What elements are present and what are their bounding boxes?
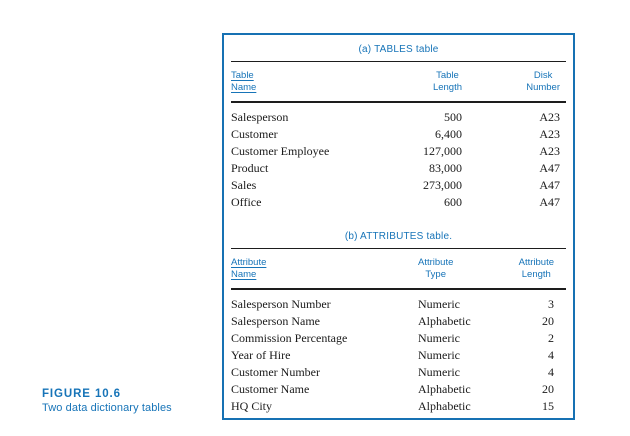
cell-attribute-length: 3 [548, 297, 554, 311]
cell-table-name: Customer Employee [231, 144, 330, 158]
column-header-table-name: Table Name [231, 61, 381, 103]
cell-disk-number: A47 [539, 178, 560, 192]
column-header-table-length: Table Length [381, 61, 462, 103]
panel-b-title: (b) ATTRIBUTES table. [344, 231, 453, 242]
table-row: Office 600 A47 [231, 194, 566, 211]
cell-attribute-name: Salesperson Name [231, 314, 320, 328]
cell-table-length: 83,000 [429, 161, 462, 175]
cell-attribute-type: Alphabetic [418, 382, 471, 396]
column-header-disk-number: Disk Number [462, 61, 566, 103]
cell-attribute-type: Alphabetic [418, 314, 471, 328]
header-line: Number [526, 81, 560, 93]
cell-table-length: 600 [444, 195, 462, 209]
cell-disk-number: A23 [539, 127, 560, 141]
table-row: Commission Percentage Numeric 2 [231, 330, 566, 347]
tables-table: Table Name Table Length Disk [231, 61, 566, 211]
figure-caption: FIGURE 10.6 Two data dictionary tables [42, 388, 172, 415]
attributes-table: Attribute Name Attribute Type Attribute [231, 248, 566, 415]
cell-table-name: Salesperson [231, 110, 289, 124]
cell-table-name: Office [231, 195, 262, 209]
column-header-attribute-length: Attribute Length [503, 248, 566, 290]
cell-attribute-type: Numeric [418, 331, 460, 345]
header-line: Attribute [418, 257, 454, 268]
cell-attribute-length: 4 [548, 348, 554, 362]
table-row: Salesperson 500 A23 [231, 102, 566, 126]
header-line: Disk [533, 70, 553, 81]
cell-attribute-type: Numeric [418, 365, 460, 379]
panel-tables-table: (a) TABLES table Table Name Table Length [231, 44, 566, 211]
table-row: Year of Hire Numeric 4 [231, 347, 566, 364]
header-line: Type [425, 268, 446, 280]
table-row: Customer 6,400 A23 [231, 126, 566, 143]
cell-attribute-type: Numeric [418, 297, 460, 311]
cell-disk-number: A23 [539, 144, 560, 158]
cell-disk-number: A47 [539, 195, 560, 209]
cell-attribute-length: 20 [542, 314, 554, 328]
cell-table-name: Product [231, 161, 269, 175]
cell-attribute-name: Customer Name [231, 382, 310, 396]
cell-attribute-length: 20 [542, 382, 554, 396]
table-row: Customer Name Alphabetic 20 [231, 381, 566, 398]
cell-table-length: 127,000 [423, 144, 462, 158]
attributes-table-header-row: Attribute Name Attribute Type Attribute [231, 248, 566, 290]
cell-table-name: Sales [231, 178, 257, 192]
header-line: Length [432, 81, 462, 93]
cell-table-length: 273,000 [423, 178, 462, 192]
cell-attribute-name: Commission Percentage [231, 331, 348, 345]
table-row: HQ City Alphabetic 15 [231, 398, 566, 415]
table-row: Sales 273,000 A47 [231, 177, 566, 194]
cell-table-name: Customer [231, 127, 278, 141]
table-row: Customer Number Numeric 4 [231, 364, 566, 381]
panel-attributes-table: (b) ATTRIBUTES table. Attribute Name Att… [231, 231, 566, 415]
cell-attribute-name: HQ City [231, 399, 273, 413]
cell-attribute-length: 15 [542, 399, 554, 413]
table-row: Product 83,000 A47 [231, 160, 566, 177]
cell-attribute-name: Customer Number [231, 365, 320, 379]
cell-attribute-type: Alphabetic [418, 399, 471, 413]
panel-a-title: (a) TABLES table [358, 44, 439, 55]
header-line: Table [436, 70, 459, 81]
header-line: Attribute [231, 257, 267, 268]
column-header-attribute-type: Attribute Type [418, 248, 503, 290]
cell-disk-number: A23 [539, 110, 560, 124]
header-line: Length [521, 268, 551, 280]
cell-attribute-name: Salesperson Number [231, 297, 331, 311]
header-line: Name [231, 268, 257, 280]
column-header-attribute-name: Attribute Name [231, 248, 418, 290]
header-line: Name [231, 81, 257, 93]
header-line: Table [231, 70, 254, 81]
cell-attribute-type: Numeric [418, 348, 460, 362]
cell-table-length: 500 [444, 110, 462, 124]
header-line: Attribute [518, 257, 554, 268]
figure-title: Two data dictionary tables [42, 402, 172, 414]
table-row: Salesperson Number Numeric 3 [231, 289, 566, 313]
cell-table-length: 6,400 [435, 127, 462, 141]
table-row: Salesperson Name Alphabetic 20 [231, 313, 566, 330]
figure-box: (a) TABLES table Table Name Table Length [222, 33, 575, 420]
figure-label: FIGURE 10.6 [42, 388, 121, 400]
cell-disk-number: A47 [539, 161, 560, 175]
cell-attribute-length: 4 [548, 365, 554, 379]
cell-attribute-length: 2 [548, 331, 554, 345]
cell-attribute-name: Year of Hire [231, 348, 291, 362]
table-row: Customer Employee 127,000 A23 [231, 143, 566, 160]
tables-table-header-row: Table Name Table Length Disk [231, 61, 566, 103]
